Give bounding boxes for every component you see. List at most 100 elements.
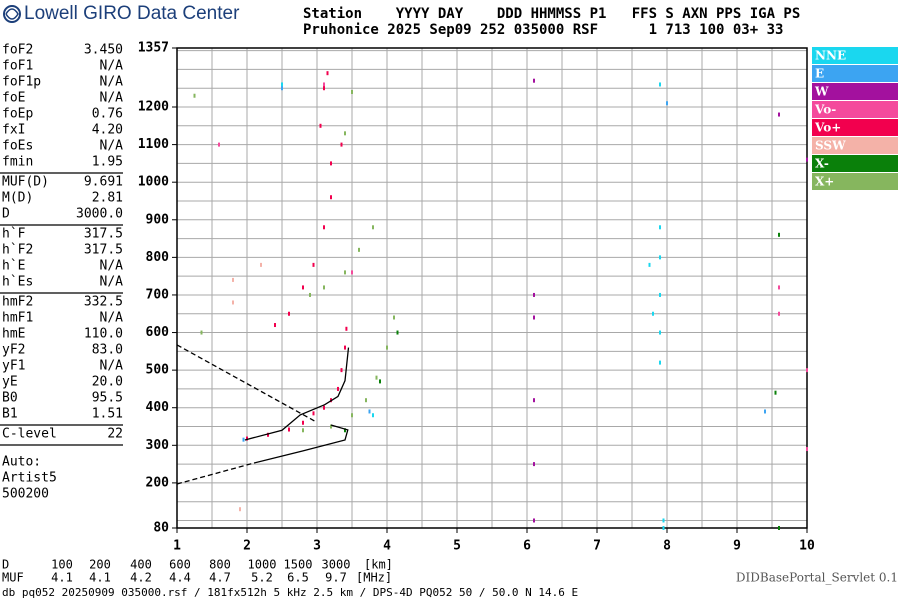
param-value: 0.76: [92, 107, 123, 122]
param-name: D: [2, 207, 10, 222]
param-name: foEp: [2, 107, 33, 122]
echo-point: [533, 398, 535, 403]
param-name: hmF2: [2, 295, 33, 310]
distance-value: 400: [130, 558, 152, 572]
y-tick-label: 700: [146, 287, 170, 302]
echo-point: [302, 428, 304, 433]
plot-frame: [176, 47, 808, 529]
muf-value: 4.1: [89, 571, 111, 585]
legend-swatch: [812, 47, 898, 64]
x-tick-label: 10: [799, 539, 815, 554]
echo-point: [666, 101, 668, 106]
param-value: 317.5: [84, 243, 123, 258]
auto-text: Auto:: [2, 455, 41, 470]
echo-point: [652, 311, 654, 316]
echo-point: [648, 262, 651, 267]
param-name: foF2: [2, 43, 33, 58]
distance-value: 3000: [322, 558, 351, 572]
distance-value: 800: [209, 558, 231, 572]
legend-label: X-: [815, 157, 829, 171]
echo-point: [340, 142, 343, 147]
legend-label: Vo+: [814, 121, 841, 135]
logo-text: Lowell GIRO Data Center: [24, 3, 240, 24]
legend-swatch: [812, 173, 898, 190]
echo-point: [330, 195, 332, 200]
echo-point: [764, 409, 766, 414]
echo-point: [246, 436, 248, 441]
x-tick-label: 7: [593, 539, 601, 554]
param-name: fmin: [2, 155, 33, 170]
echo-point: [281, 82, 283, 87]
legend-label: E: [815, 67, 824, 81]
echo-point: [242, 437, 245, 442]
x-tick-label: 3: [313, 539, 321, 554]
param-name: M(D): [2, 191, 33, 206]
param-name: MUF(D): [2, 175, 49, 190]
param-value: 9.691: [84, 175, 123, 190]
echo-point: [659, 225, 661, 230]
param-value: 20.0: [92, 375, 123, 390]
param-value: 3.450: [84, 43, 123, 58]
logo-icon: [3, 5, 21, 23]
echo-point: [260, 262, 262, 267]
y-tick-label: 800: [146, 250, 170, 265]
echo-point: [806, 447, 808, 452]
echo-point: [345, 326, 348, 331]
echo-point: [662, 518, 665, 523]
param-name: hmF1: [2, 311, 33, 326]
echo-point: [778, 232, 780, 237]
echo-point: [372, 225, 374, 230]
param-name: yE: [2, 375, 18, 390]
echo-point: [288, 311, 290, 316]
param-name: h`F: [2, 227, 26, 242]
legend-label: Vo-: [814, 103, 836, 117]
legend-label: NNE: [815, 49, 846, 63]
distance-value: 100: [51, 558, 73, 572]
logo-icon-arc: [5, 8, 19, 20]
param-value: 110.0: [84, 327, 123, 342]
param-value: 4.20: [92, 123, 123, 138]
echo-point: [659, 82, 661, 87]
param-value: N/A: [100, 359, 124, 374]
legend-swatch: [812, 155, 898, 172]
param-name: fxI: [2, 123, 25, 138]
param-value: 2.81: [92, 191, 123, 206]
x-tick-label: 1: [173, 539, 181, 554]
echo-point: [351, 270, 353, 275]
y-tick-label: 200: [146, 475, 170, 490]
echo-point: [778, 526, 780, 530]
echo-point: [281, 86, 283, 91]
param-name: B1: [2, 407, 18, 422]
echo-point: [340, 368, 343, 373]
echo-point: [778, 285, 780, 290]
echo-point: [323, 285, 325, 290]
profile-line: [244, 347, 350, 441]
muf-value: 6.5: [287, 571, 309, 585]
echo-point: [288, 427, 290, 432]
param-value: 1.51: [92, 407, 123, 422]
param-name: foEs: [2, 139, 33, 154]
param-value: 1.95: [92, 155, 123, 170]
echo-point: [323, 225, 325, 230]
legend-label: SSW: [815, 139, 846, 153]
footer-right: DIDBasePortal_Servlet 0.1: [736, 571, 898, 585]
echo-point: [351, 413, 353, 418]
echo-point: [659, 292, 661, 297]
param-name: yF2: [2, 343, 25, 358]
echo-point: [323, 405, 325, 410]
muf-value: 4.2: [130, 571, 152, 585]
echo-point: [274, 323, 276, 328]
echo-point: [659, 255, 661, 260]
x-tick-label: 9: [733, 539, 741, 554]
echo-point: [375, 375, 378, 380]
muf-value: 9.7: [325, 571, 347, 585]
param-name: foF1p: [2, 75, 41, 90]
echo-point: [319, 123, 322, 128]
echo-point: [309, 292, 311, 297]
param-name: yF1: [2, 359, 25, 374]
echo-point: [659, 360, 661, 365]
echo-point: [344, 428, 346, 433]
profile-line: [176, 462, 255, 485]
echo-point: [533, 78, 535, 83]
